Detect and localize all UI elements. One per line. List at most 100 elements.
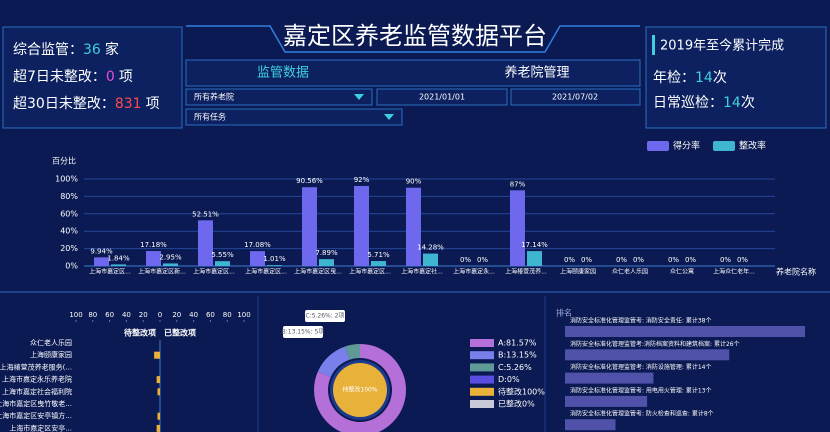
unit: 家 (105, 41, 119, 58)
x-tick-label: 上海市嘉定区... (349, 268, 391, 276)
title-frame (186, 25, 640, 53)
value-label: 0% (685, 256, 696, 264)
rank-label: 消防安全标准化管理监管考:消防档案资料和建筑档案: 累计26个 (570, 340, 740, 348)
start-date-text: 2021/01/01 (419, 93, 465, 102)
label: 超30日未整改： (13, 96, 115, 112)
legend-label: 待整改100% (498, 386, 545, 396)
donut-segment (317, 346, 350, 378)
accent (652, 35, 655, 55)
value-label: 0% (581, 256, 592, 264)
series-label: 待整改项 (123, 328, 156, 338)
unit: 项 (146, 96, 160, 112)
value-label: 0% (737, 256, 748, 264)
value-label: 90% (406, 178, 422, 186)
legend-swatch (470, 400, 494, 408)
x-tick-label: 20 (172, 311, 181, 319)
y-tick-label: 40% (60, 227, 78, 236)
totals-panel (645, 26, 827, 129)
legend-label: B:13.15% (498, 351, 537, 360)
bar (423, 253, 438, 266)
x-tick-label: 20 (139, 311, 148, 319)
bar (215, 261, 230, 266)
value-label: 87% (510, 180, 526, 188)
y-tick-label: 上海椿萱茂养老服务(... (0, 362, 72, 371)
end-date[interactable] (510, 88, 641, 106)
label: 综合监管： (13, 42, 83, 58)
value-label: 1.84% (107, 254, 130, 262)
bar (198, 220, 213, 266)
y-tick-label: 上海市嘉定区曳竹敬老... (0, 399, 72, 408)
bar (156, 376, 160, 384)
callout-box (305, 310, 345, 322)
summary-label: 综合监管：36 家 (13, 41, 119, 58)
value: 0 (106, 69, 115, 85)
summary-panel (2, 26, 183, 129)
x-tick-label: 上海市嘉定社... (401, 268, 443, 276)
callout-box (283, 326, 323, 338)
y-tick-label: 上海市嘉定社会福利院 (2, 387, 72, 396)
series-label: 已整改项 (164, 328, 196, 338)
task-select[interactable] (185, 108, 403, 126)
facility-select[interactable] (185, 88, 373, 106)
bar (510, 190, 525, 266)
totals-item: 年检：14次 (653, 70, 727, 86)
bar (354, 185, 369, 266)
bar (406, 187, 421, 266)
bar (565, 419, 616, 431)
bar (319, 259, 334, 266)
bar (146, 251, 161, 266)
rank-label: 消防安全标准化管理监管考: 用电用火管理: 累计13个 (570, 386, 712, 394)
y-tick-label: 60% (60, 209, 78, 218)
legend-label: C:5.26% (498, 363, 532, 372)
tab[interactable]: 监管数据 (257, 66, 309, 81)
x-tick-label: 众仁老人乐园 (612, 268, 648, 276)
y-tick-label: 上海颐康家园 (30, 350, 72, 359)
legend-label: A:81.57% (498, 339, 537, 348)
value: 14 (695, 70, 713, 86)
legend-label: 已整改0% (498, 399, 535, 409)
y-axis-title: 百分比 (52, 156, 76, 166)
x-tick-label: 60 (206, 311, 215, 319)
totals-item: 日常巡检：14次 (653, 95, 755, 111)
bar (565, 395, 648, 407)
y-tick-label: 20% (60, 244, 78, 253)
start-date[interactable] (376, 88, 508, 106)
x-tick-label: 60 (105, 311, 114, 319)
legend-swatch (470, 375, 494, 384)
unit: 次 (713, 70, 727, 86)
value-label: 17.08% (244, 241, 271, 249)
value-label: 14.28% (417, 244, 444, 252)
legend-swatch (470, 363, 494, 372)
x-tick-label: 上海椿萱茂养... (505, 268, 547, 276)
end-date-text: 2021/07/02 (552, 93, 598, 102)
y-tick-label: 众仁老人乐园 (30, 338, 72, 347)
legend-label: D:0% (498, 375, 520, 384)
value: 36 (83, 42, 101, 58)
tab[interactable]: 养老院管理 (504, 65, 569, 81)
callout: C:5.26%: 2项 (305, 313, 344, 320)
x-tick-label: 100 (237, 311, 250, 319)
x-tick-label: 众仁公寓 (670, 268, 694, 276)
rank-label: 消防安全标准化管理监管考: 防火检查和巡查: 累计8个 (570, 410, 714, 418)
x-tick-label: 上海众仁老年... (713, 268, 755, 276)
unit: 次 (741, 95, 755, 111)
value-label: 5.71% (367, 251, 390, 259)
x-tick-label: 上海市嘉定区曳... (294, 268, 342, 276)
totals-title: 2019年至今累计完成 (660, 38, 784, 54)
bar (163, 263, 178, 266)
bar (154, 351, 160, 359)
x-tick-label: 上海市嘉定区... (193, 268, 235, 276)
legend-swatch (470, 351, 494, 360)
y-tick-label: 上海市嘉定永乐养老院 (2, 375, 72, 384)
dropdown-arrow (354, 94, 364, 100)
value-label: 0% (668, 256, 679, 264)
x-tick-label: 上海市嘉定永... (453, 268, 495, 276)
x-tick-label: 40 (122, 311, 131, 319)
bar (267, 265, 282, 266)
facility-select-text: 所有养老院 (194, 92, 234, 102)
value-label: 0% (633, 256, 644, 264)
bar (156, 424, 160, 432)
bar (371, 261, 386, 266)
x-tick-label: 0 (158, 311, 162, 319)
